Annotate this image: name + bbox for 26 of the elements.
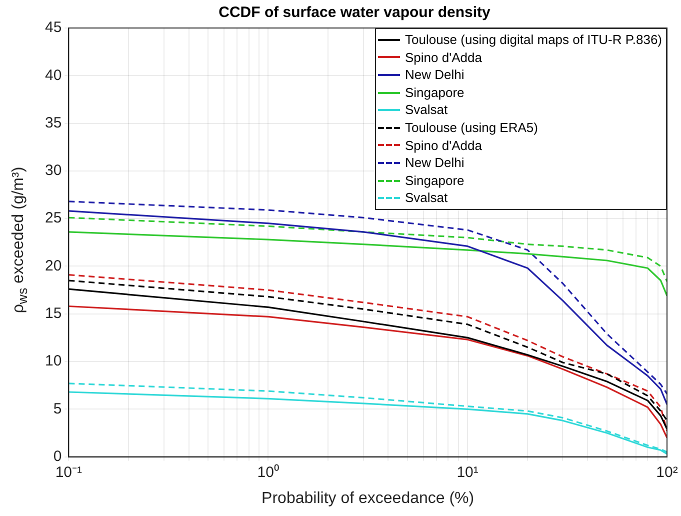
legend-label: Singapore [405, 172, 464, 190]
y-tick-label: 0 [53, 448, 62, 465]
legend-label: Toulouse (using ERA5) [405, 118, 538, 137]
legend-label: New Delhi [405, 154, 464, 172]
legend-label: Spino d'Adda [405, 48, 482, 66]
x-tick-label: 10¹ [456, 464, 478, 481]
y-tick-label: 20 [44, 257, 62, 274]
legend-label: New Delhi [405, 66, 464, 84]
y-tick-label: 35 [44, 114, 62, 132]
chart-title: CCDF of surface water vapour density [218, 4, 492, 22]
y-tick-label: 5 [53, 400, 62, 418]
x-tick-label: 10⁻¹ [55, 464, 82, 481]
y-tick-label: 10 [44, 352, 62, 370]
y-tick-label: 15 [44, 305, 62, 322]
x-axis-title: Probability of exceedance (%) [262, 490, 474, 507]
legend-label: Spino d'Adda [405, 136, 482, 154]
y-tick-label: 40 [44, 66, 62, 84]
legend-label: Svalsat [405, 189, 448, 207]
x-tick-label: 10⁰ [257, 464, 279, 481]
y-tick-label: 25 [44, 210, 62, 227]
legend-label: Toulouse (using digital maps of ITU-R P.836) [405, 31, 662, 49]
legend-label: Svalsat [405, 101, 448, 119]
legend-label: Singapore [405, 84, 464, 102]
y-tick-label: 30 [44, 162, 62, 180]
y-tick-label: 45 [44, 19, 62, 36]
x-tick-label: 10² [656, 464, 678, 481]
